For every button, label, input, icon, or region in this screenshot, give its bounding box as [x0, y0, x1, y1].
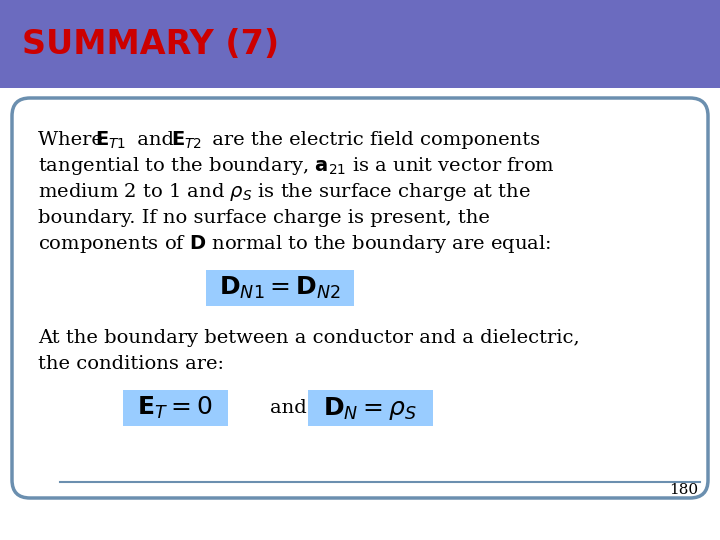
Text: $\mathbf{D}_{N1} = \mathbf{D}_{N2}$: $\mathbf{D}_{N1} = \mathbf{D}_{N2}$ [219, 275, 341, 301]
Text: are the electric field components: are the electric field components [206, 131, 540, 149]
Text: tangential to the boundary, $\mathbf{a}_{21}$ is a unit vector from: tangential to the boundary, $\mathbf{a}_… [38, 155, 554, 177]
Text: Where: Where [38, 131, 109, 149]
Text: boundary. If no surface charge is present, the: boundary. If no surface charge is presen… [38, 209, 490, 227]
Text: components of $\mathbf{D}$ normal to the boundary are equal:: components of $\mathbf{D}$ normal to the… [38, 233, 552, 255]
Text: $\mathbf{E}_{T} = 0$: $\mathbf{E}_{T} = 0$ [138, 395, 213, 421]
Text: the conditions are:: the conditions are: [38, 355, 224, 373]
FancyBboxPatch shape [12, 98, 708, 498]
Text: $\mathbf{E}_{T1}$: $\mathbf{E}_{T1}$ [95, 130, 126, 151]
Text: and: and [270, 399, 307, 417]
Text: $\mathbf{D}_{N} = \rho_{S}$: $\mathbf{D}_{N} = \rho_{S}$ [323, 395, 417, 422]
Bar [307, 390, 433, 426]
Text: At the boundary between a conductor and a dielectric,: At the boundary between a conductor and … [38, 329, 580, 347]
Bar [0, 0, 720, 88]
Bar [206, 270, 354, 306]
Bar [122, 390, 228, 426]
Text: medium 2 to 1 and $\rho_S$ is the surface charge at the: medium 2 to 1 and $\rho_S$ is the surfac… [38, 181, 531, 203]
Text: SUMMARY (7): SUMMARY (7) [22, 28, 279, 60]
Text: and: and [131, 131, 180, 149]
Text: 180: 180 [669, 483, 698, 497]
Text: $\mathbf{E}_{T2}$: $\mathbf{E}_{T2}$ [171, 130, 202, 151]
